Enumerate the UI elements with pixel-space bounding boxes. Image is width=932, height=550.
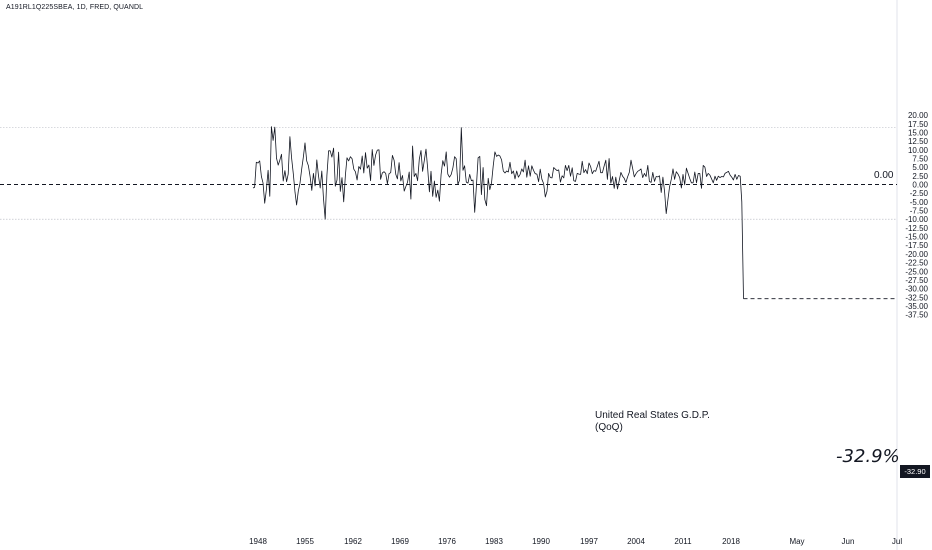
series-line xyxy=(252,126,744,299)
y-tick-label: -5.00 xyxy=(910,198,929,207)
x-tick-label: 1948 xyxy=(249,537,267,546)
y-tick-label: 12.50 xyxy=(908,137,929,146)
y-tick-label: 0.00 xyxy=(912,181,928,190)
y-tick-label: -30.00 xyxy=(905,285,928,294)
y-tick-label: -22.50 xyxy=(905,259,928,268)
y-tick-label: 7.50 xyxy=(912,154,928,163)
y-tick-label: 5.00 xyxy=(912,163,928,172)
y-tick-label: -12.50 xyxy=(905,224,928,233)
y-tick-label: -20.00 xyxy=(905,250,928,259)
x-tick-label: 2018 xyxy=(722,537,740,546)
y-tick-label: 15.00 xyxy=(908,128,929,137)
x-tick-label: 1997 xyxy=(580,537,598,546)
x-tick-label: 1969 xyxy=(391,537,409,546)
last-value-badge: -32.90 xyxy=(900,465,930,478)
annotation-line-2: (QoQ) xyxy=(595,422,623,433)
y-tick-label: 17.50 xyxy=(908,120,929,129)
y-tick-label: -17.50 xyxy=(905,241,928,250)
y-tick-label: 2.50 xyxy=(912,172,928,181)
headline-value: -32.9% xyxy=(836,446,900,467)
x-tick-label: Jun xyxy=(842,537,855,546)
y-tick-label: -32.50 xyxy=(905,293,928,302)
x-tick-label: 1990 xyxy=(532,537,550,546)
x-tick-label: May xyxy=(789,537,804,546)
x-tick-label: 2004 xyxy=(627,537,645,546)
y-tick-label: -25.00 xyxy=(905,267,928,276)
zero-line-label: 0.00 xyxy=(874,170,894,181)
y-tick-label: -7.50 xyxy=(910,207,929,216)
x-tick-label: 1962 xyxy=(344,537,362,546)
y-tick-label: 20.00 xyxy=(908,111,929,120)
x-tick-label: 1976 xyxy=(438,537,456,546)
symbol-title: A191RL1Q225SBEA, 1D, FRED, QUANDL xyxy=(6,4,144,11)
y-tick-label: -10.00 xyxy=(905,215,928,224)
x-tick-label: 1955 xyxy=(296,537,314,546)
y-tick-label: 10.00 xyxy=(908,146,929,155)
annotation-line-1: United Real States G.D.P. xyxy=(595,410,710,421)
chart-annotation: United Real States G.D.P. (QoQ) xyxy=(595,410,710,434)
y-tick-label: -2.50 xyxy=(910,189,929,198)
y-tick-label: -27.50 xyxy=(905,276,928,285)
x-tick-label: Jul xyxy=(892,537,902,546)
y-tick-label: -35.00 xyxy=(905,302,928,311)
x-tick-label: 1983 xyxy=(485,537,503,546)
y-tick-label: -15.00 xyxy=(905,233,928,242)
y-tick-label: -37.50 xyxy=(905,311,928,320)
x-tick-label: 2011 xyxy=(674,537,692,546)
